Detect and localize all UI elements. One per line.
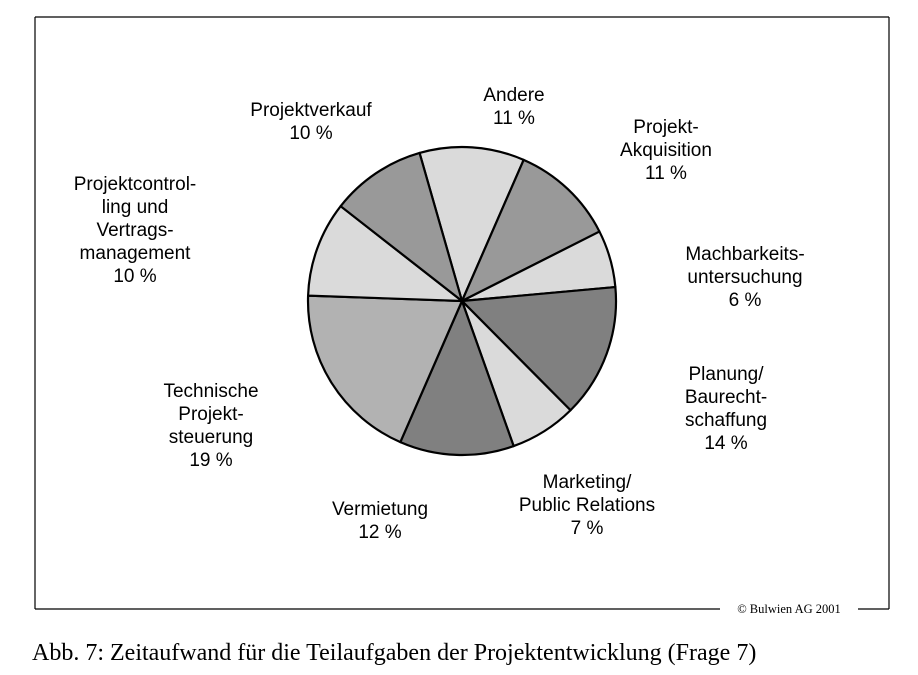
chart-frame: [34, 16, 890, 610]
slice-label-line: Andere: [483, 85, 544, 106]
slice-label-line: Projekt-: [633, 117, 698, 138]
slice-label: Projektcontrol-ling undVertrags-manageme…: [74, 174, 197, 287]
pie-slice: [306, 294, 464, 444]
slice-label-line: ling und: [102, 197, 169, 218]
slice-label-line: Projektcontrol-: [74, 174, 197, 195]
slice-label-line: Projekt-: [178, 404, 243, 425]
pie-slice: [460, 158, 601, 303]
pie-chart: [306, 145, 618, 457]
slice-percentage: 10 %: [289, 123, 332, 144]
slice-percentage: 11 %: [645, 163, 687, 184]
slice-percentage: 6 %: [729, 290, 762, 311]
slice-label-line: Public Relations: [519, 495, 655, 516]
slice-label-line: Planung/: [688, 364, 764, 385]
copyright-note: © Bulwien AG 2001: [737, 602, 841, 616]
slice-percentage: 10 %: [113, 266, 156, 287]
slice-label-line: management: [80, 243, 192, 264]
slice-label-line: Vertrags-: [96, 220, 173, 241]
slice-label-line: Baurecht-: [685, 387, 767, 408]
pie-slice: [339, 151, 464, 303]
figure-caption: Abb. 7: Zeitaufwand für die Teilaufgaben…: [32, 640, 757, 666]
pie-slice: [460, 285, 618, 412]
slice-label-line: Vermietung: [332, 499, 428, 520]
slice-label-line: Machbarkeits-: [685, 244, 804, 265]
slice-label-line: schaffung: [685, 410, 767, 431]
slice-percentage: 14 %: [704, 433, 747, 454]
slice-label-line: Marketing/: [543, 472, 632, 493]
slice-percentage: 19 %: [189, 450, 232, 471]
pie-slice: [306, 205, 464, 303]
slice-percentage: 12 %: [358, 522, 401, 543]
slice-label-line: untersuchung: [687, 267, 802, 288]
slice-percentage: 7 %: [571, 518, 604, 539]
slice-label-line: Technische: [163, 381, 258, 402]
pie-slice: [399, 299, 515, 457]
slice-label-line: Akquisition: [620, 140, 712, 161]
slice-label-line: Projektverkauf: [250, 100, 372, 121]
pie-slice: [418, 145, 525, 303]
slice-percentage: 11 %: [493, 108, 535, 129]
slice-label-line: steuerung: [169, 427, 254, 448]
